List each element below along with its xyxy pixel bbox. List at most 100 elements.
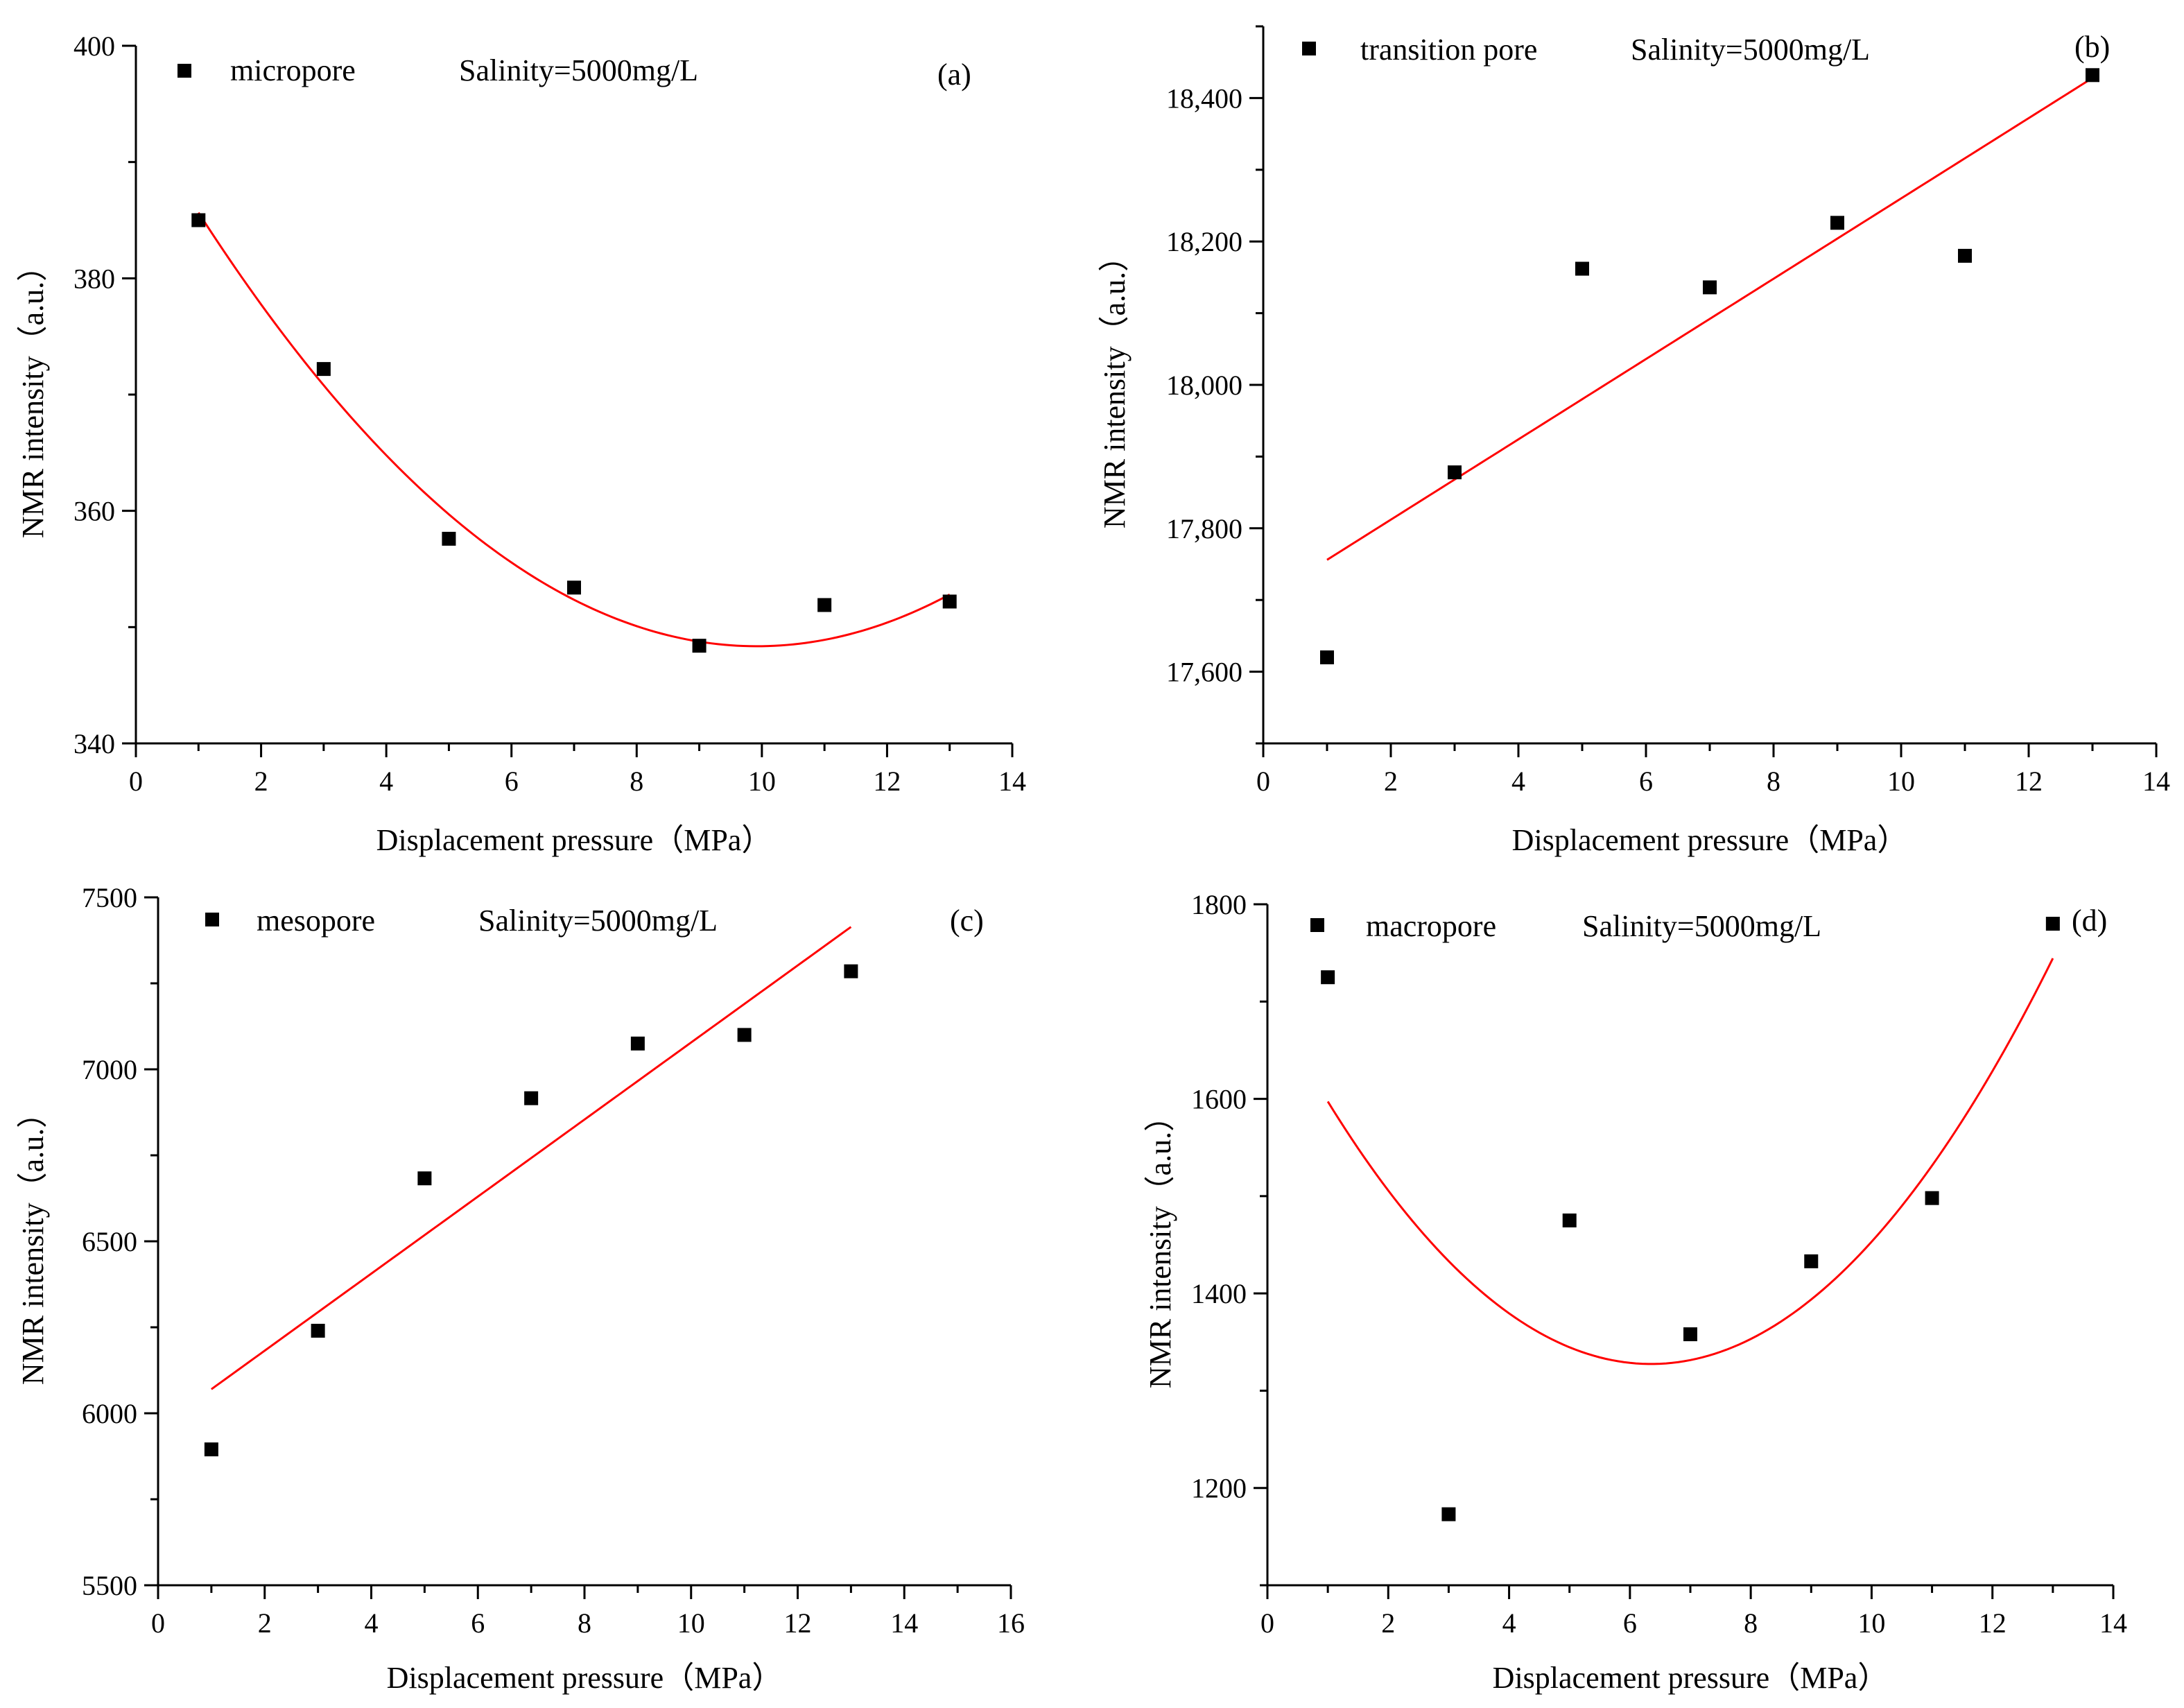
panel-3-x-axis-title: Displacement pressure（MPa）	[1493, 1661, 1889, 1695]
panel-0-data-point	[442, 531, 456, 546]
panel-1-y-axis-title: NMR intensity（a.u.）	[1098, 241, 1132, 528]
panel-2-data-point	[737, 1028, 752, 1042]
panel-3-data-point	[1441, 1507, 1456, 1521]
panel-3-y-tick-label: 1200	[1191, 1473, 1247, 1504]
panel-2-x-tick-label: 4	[365, 1607, 379, 1639]
panel-1-fit-curve	[1326, 77, 2093, 561]
panel-1-x-tick-label: 14	[2142, 766, 2170, 797]
panel-1-x-tick-label: 6	[1639, 766, 1653, 797]
panel-2-x-tick-label: 2	[258, 1607, 272, 1639]
panel-3-data-point	[1321, 970, 1335, 985]
panel-0-x-tick-label: 4	[379, 766, 393, 797]
panel-0-panel-label: (a)	[937, 58, 971, 92]
panel-2-x-tick-label: 8	[578, 1607, 591, 1639]
panel-3-legend-label: macropore	[1366, 909, 1496, 943]
panel-1-x-tick-label: 0	[1256, 766, 1270, 797]
panel-2-x-tick-label: 16	[997, 1607, 1025, 1639]
panel-2-panel-label: (c)	[950, 904, 984, 938]
panel-2-y-tick-label: 7500	[82, 882, 137, 913]
panel-2-x-axis-title: Displacement pressure（MPa）	[387, 1661, 783, 1695]
panel-3-data-point	[2045, 917, 2060, 931]
panel-0-x-tick-label: 8	[630, 766, 643, 797]
panel-3-x-tick-label: 6	[1623, 1607, 1637, 1639]
panel-1-y-tick-label: 18,200	[1166, 226, 1242, 257]
panel-1-x-tick-label: 10	[1887, 766, 1915, 797]
panel-1-data-point	[2086, 68, 2099, 83]
panel-3-panel-label: (d)	[2072, 904, 2107, 938]
panel-2-y-tick-label: 7000	[82, 1054, 137, 1085]
panel-1-legend-marker	[1302, 42, 1316, 55]
panel-1-x-axis-title: Displacement pressure（MPa）	[1512, 823, 1908, 857]
panel-3-x-tick-label: 2	[1381, 1607, 1395, 1639]
panel-2-y-tick-label: 5500	[82, 1570, 137, 1601]
panel-2-x-tick-label: 12	[784, 1607, 812, 1639]
panel-3-x-tick-label: 8	[1744, 1607, 1758, 1639]
panel-0-x-tick-label: 6	[505, 766, 519, 797]
chart-panel-a: 0 2 4 6 8 10 12 14 340 360 380 400 Displacement pres…	[16, 31, 1026, 857]
panel-2-x-tick-label: 0	[151, 1607, 165, 1639]
panel-0-data-point	[191, 213, 206, 227]
panel-0-y-tick-label: 400	[73, 31, 115, 62]
panel-0-fit-curve	[198, 212, 951, 648]
panel-1-y-tick-label: 17,800	[1166, 513, 1242, 544]
panel-2-fit-curve	[211, 926, 852, 1390]
panel-2-y-tick-label: 6500	[82, 1226, 137, 1257]
panel-0-x-tick-label: 12	[873, 766, 901, 797]
panel-3-fit-curve	[1326, 958, 2054, 1365]
panel-3-y-tick-label: 1400	[1191, 1278, 1247, 1309]
panel-1-data-point	[1830, 216, 1844, 230]
panel-0-salinity-annotation: Salinity=5000mg/L	[459, 53, 698, 87]
panel-1-data-point	[1448, 465, 1462, 480]
panel-1-data-point	[1703, 280, 1717, 295]
panel-2-x-tick-label: 10	[677, 1607, 705, 1639]
panel-0-legend-marker	[177, 64, 191, 78]
panel-0-x-tick-label: 2	[254, 766, 268, 797]
panel-1-y-tick-label: 17,600	[1166, 657, 1242, 688]
panel-0-data-point	[692, 639, 707, 653]
panel-3-data-point	[1562, 1213, 1577, 1227]
panel-2-y-tick-label: 6000	[82, 1398, 137, 1429]
panel-1-legend-label: transition pore	[1360, 33, 1537, 67]
panel-0-y-tick-label: 360	[73, 496, 115, 527]
panel-1-x-tick-label: 2	[1384, 766, 1398, 797]
panel-2-x-tick-label: 14	[890, 1607, 918, 1639]
panel-1-data-point	[1958, 248, 1972, 263]
panel-3-x-tick-label: 0	[1260, 1607, 1274, 1639]
panel-1-y-tick-label: 18,400	[1166, 83, 1242, 114]
panel-0-x-tick-label: 10	[748, 766, 776, 797]
panel-0-data-point	[942, 594, 957, 609]
panel-3-salinity-annotation: Salinity=5000mg/L	[1582, 909, 1821, 943]
panel-0-y-tick-label: 340	[73, 728, 115, 759]
panel-3-x-tick-label: 14	[2099, 1607, 2127, 1639]
panel-2-data-point	[204, 1442, 218, 1457]
panel-0-x-tick-label: 14	[998, 766, 1026, 797]
panel-3-data-point	[1683, 1327, 1697, 1342]
panel-3-x-tick-label: 4	[1502, 1607, 1516, 1639]
panel-3-y-tick-label: 1600	[1191, 1084, 1247, 1115]
panel-1-data-point	[1575, 261, 1589, 276]
panel-2-x-tick-label: 6	[471, 1607, 485, 1639]
panel-0-data-point	[567, 580, 581, 595]
panel-3-data-point	[1925, 1191, 1939, 1205]
panel-1-x-tick-label: 12	[2015, 766, 2043, 797]
panel-2-legend-marker	[205, 913, 219, 926]
panel-1-salinity-annotation: Salinity=5000mg/L	[1631, 33, 1870, 67]
panel-0-data-point	[817, 598, 832, 612]
panel-0-y-axis-title: NMR intensity（a.u.）	[16, 251, 50, 538]
panel-0-x-tick-label: 0	[129, 766, 143, 797]
panel-0-y-tick-label: 380	[73, 263, 115, 294]
panel-3-y-axis-title: NMR intensity（a.u.）	[1143, 1101, 1177, 1388]
panel-1-panel-label: (b)	[2074, 30, 2110, 64]
panel-3-x-tick-label: 12	[1979, 1607, 2007, 1639]
panel-1-data-point	[1320, 650, 1334, 664]
panel-0-legend-label: micropore	[230, 53, 356, 87]
chart-panel-b: 0 2 4 6 8 10 12 14 17,600 17,800 18,000 18,200 18,40…	[1098, 25, 2170, 857]
panel-1-x-tick-label: 4	[1511, 766, 1525, 797]
panel-2-data-point	[311, 1323, 325, 1338]
panel-3-y-tick-label: 1800	[1191, 889, 1247, 920]
panel-2-data-point	[524, 1091, 539, 1105]
panel-1-y-tick-label: 18,000	[1166, 370, 1242, 401]
panel-3-legend-marker	[1310, 918, 1324, 932]
panel-2-legend-label: mesopore	[257, 904, 375, 938]
